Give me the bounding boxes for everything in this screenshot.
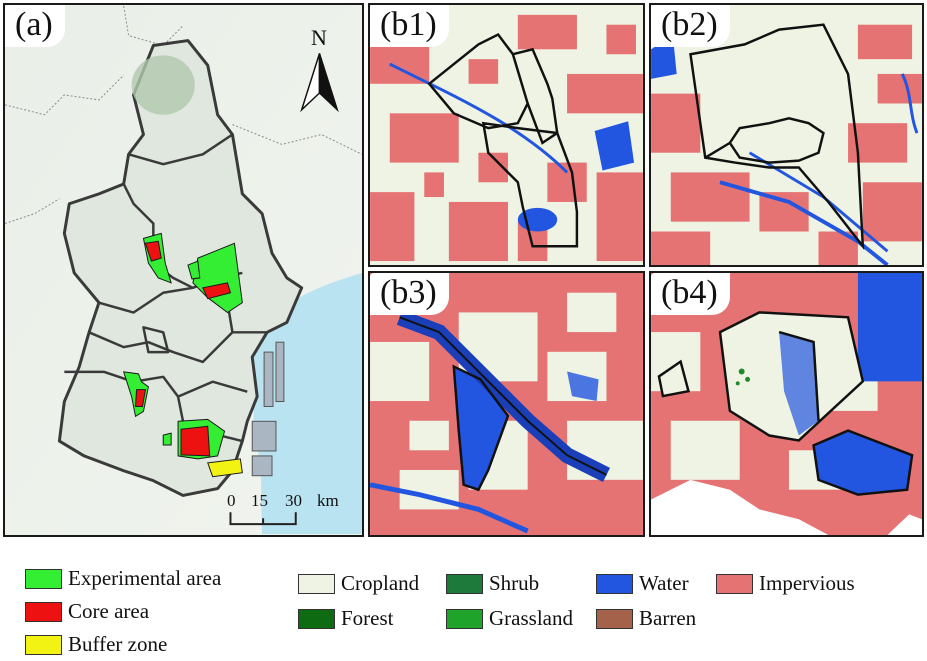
- province-boundaries: [5, 5, 362, 224]
- legend-item-cropland: Cropland: [298, 571, 419, 596]
- legend-label: Forest: [341, 606, 394, 630]
- scale-tick-15: 15: [251, 491, 268, 510]
- sea-area: [252, 272, 362, 535]
- legend-swatch: [446, 608, 483, 629]
- northern-hills: [131, 55, 195, 115]
- north-arrow-icon: [300, 53, 339, 113]
- scale-tick-30: 30: [285, 491, 302, 510]
- district-boundaries: [64, 133, 268, 443]
- legend-swatch: [446, 573, 483, 594]
- panel-b1-landcover-map: (b1): [368, 3, 645, 267]
- legend-swatch: [596, 608, 633, 629]
- legend-item-forest: Forest: [298, 606, 394, 631]
- legend-item-water: Water: [596, 571, 689, 596]
- legend-swatch: [25, 634, 62, 655]
- municipality-outline: [57, 39, 304, 497]
- panel-a-overview-map: (a) N 0 15 30 km: [3, 3, 364, 537]
- legend-item-impervious: Impervious: [716, 571, 855, 596]
- b1-landcover-graphic: [370, 5, 643, 265]
- legend-label: Shrub: [489, 571, 540, 595]
- legend-label: Water: [639, 571, 689, 595]
- panel-label-b3: (b3): [370, 273, 449, 315]
- legend-label: Buffer zone: [68, 632, 168, 656]
- north-label: N: [311, 25, 327, 50]
- legend-label: Experimental area: [68, 566, 222, 590]
- scale-unit: km: [317, 491, 339, 510]
- legend-item-barren: Barren: [596, 606, 696, 631]
- legend-item-grassland: Grassland: [446, 606, 573, 631]
- b4-landcover-graphic: [651, 273, 922, 535]
- b2-landcover-graphic: [651, 5, 922, 265]
- legend-swatch: [25, 601, 62, 622]
- legend-label: Core area: [68, 599, 150, 623]
- reserve-zones: [122, 232, 243, 478]
- legend-item-shrub: Shrub: [446, 571, 539, 596]
- legend-item-experimental: Experimental area: [25, 566, 221, 591]
- panel-b3-landcover-map: (b3): [368, 271, 645, 537]
- panel-b4-landcover-map: (b4): [649, 271, 924, 537]
- legend-swatch: [298, 608, 335, 629]
- scale-bar: [229, 512, 297, 526]
- legend-swatch: [298, 573, 335, 594]
- panel-b2-landcover-map: (b2): [649, 3, 924, 267]
- legend-item-core: Core area: [25, 599, 149, 624]
- legend-swatch: [716, 573, 753, 594]
- legend-label: Cropland: [341, 571, 420, 595]
- legend-label: Impervious: [759, 571, 855, 595]
- panel-label-a: (a): [5, 5, 65, 47]
- b3-landcover-graphic: [370, 273, 643, 535]
- overview-map-graphic: [5, 5, 362, 535]
- panel-label-b1: (b1): [370, 5, 449, 47]
- legend-item-buffer: Buffer zone: [25, 632, 167, 657]
- legend-label: Grassland: [489, 606, 573, 630]
- port-structures: [251, 341, 285, 477]
- legend-label: Barren: [639, 606, 697, 630]
- legend-swatch: [596, 573, 633, 594]
- panel-label-b2: (b2): [651, 5, 730, 47]
- legend-swatch: [25, 568, 62, 589]
- scale-tick-0: 0: [227, 491, 236, 510]
- panel-label-b4: (b4): [651, 273, 730, 315]
